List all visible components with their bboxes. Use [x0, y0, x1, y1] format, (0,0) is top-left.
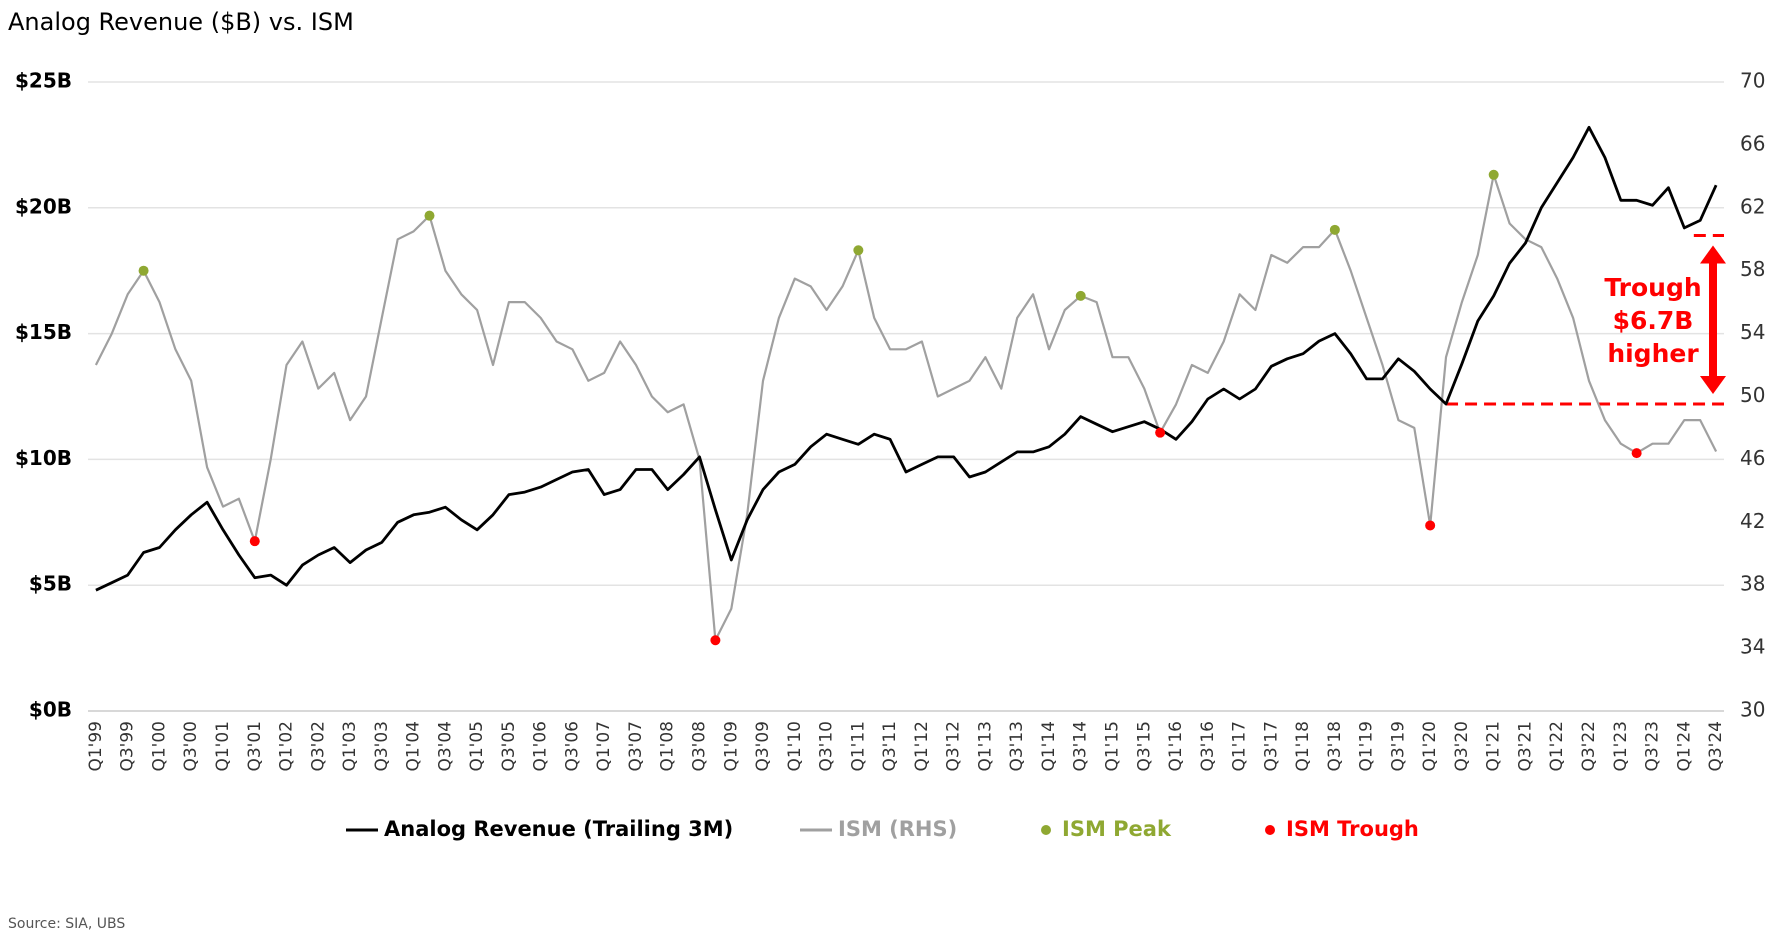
data-point	[1488, 169, 1499, 180]
annotation-text: $6.7B	[1613, 306, 1694, 335]
y2-tick-label: 50	[1740, 383, 1765, 407]
y2-tick-label: 30	[1740, 698, 1765, 722]
x-tick-label: Q3'22	[1579, 721, 1599, 772]
x-tick-label: Q1'07	[594, 721, 614, 772]
y2-tick-label: 62	[1740, 194, 1765, 218]
legend-label: ISM (RHS)	[838, 817, 957, 841]
y-tick-label: $15B	[15, 320, 72, 344]
x-tick-label: Q1'03	[340, 721, 360, 772]
x-tick-label: Q1'09	[721, 721, 741, 772]
x-tick-label: Q1'11	[848, 721, 868, 772]
x-tick-label: Q3'09	[753, 721, 773, 772]
y2-tick-label: 54	[1740, 320, 1765, 344]
y2-tick-label: 42	[1740, 509, 1765, 533]
x-tick-label: Q3'17	[1261, 721, 1281, 772]
x-tick-label: Q1'18	[1293, 721, 1313, 772]
x-tick-label: Q3'99	[118, 721, 138, 772]
x-tick-label: Q3'01	[245, 721, 265, 772]
x-tick-label: Q3'23	[1643, 721, 1663, 772]
data-point	[249, 536, 260, 547]
annotation-arrowhead	[1700, 376, 1726, 395]
x-tick-label: Q1'20	[1420, 721, 1440, 772]
data-point	[1425, 520, 1436, 531]
x-tick-label: Q3'06	[562, 721, 582, 772]
x-tick-label: Q1'23	[1611, 721, 1631, 772]
x-tick-label: Q3'13	[1007, 721, 1027, 772]
x-tick-label: Q3'19	[1388, 721, 1408, 772]
x-tick-label: Q1'21	[1484, 721, 1504, 772]
x-tick-label: Q1'99	[86, 721, 106, 772]
legend-label: Analog Revenue (Trailing 3M)	[384, 817, 733, 841]
x-tick-label: Q3'10	[817, 721, 837, 772]
x-tick-label: Q3'04	[435, 721, 455, 772]
x-tick-label: Q1'15	[1102, 721, 1122, 772]
legend-swatch	[1265, 825, 1275, 835]
y-tick-label: $25B	[15, 69, 72, 93]
x-tick-label: Q3'03	[372, 721, 392, 772]
legend-swatch	[1041, 825, 1051, 835]
x-tick-label: Q1'05	[467, 721, 487, 772]
x-tick-label: Q1'14	[1039, 721, 1059, 772]
x-tick-label: Q3'02	[308, 721, 328, 772]
y2-tick-label: 58	[1740, 257, 1765, 281]
x-tick-label: Q1'24	[1674, 721, 1694, 772]
x-tick-label: Q3'15	[1134, 721, 1154, 772]
source-note: Source: SIA, UBS	[8, 916, 125, 932]
legend-label: ISM Peak	[1062, 817, 1172, 841]
x-tick-label: Q3'20	[1452, 721, 1472, 772]
x-tick-label: Q1'01	[213, 721, 233, 772]
x-tick-label: Q1'12	[912, 721, 932, 772]
x-tick-label: Q3'11	[880, 721, 900, 772]
data-point	[1631, 448, 1642, 459]
x-tick-label: Q3'00	[181, 721, 201, 772]
data-point	[710, 635, 721, 646]
y-tick-label: $0B	[29, 698, 72, 722]
data-line	[94, 173, 1718, 642]
x-tick-label: Q3'07	[626, 721, 646, 772]
x-tick-label: Q1'06	[531, 721, 551, 772]
x-tick-label: Q1'02	[277, 721, 297, 772]
y2-tick-label: 38	[1740, 572, 1765, 596]
data-line	[95, 125, 1718, 592]
y-tick-label: $10B	[15, 446, 72, 470]
x-tick-label: Q1'10	[785, 721, 805, 772]
y-tick-label: $5B	[29, 572, 72, 596]
data-point	[1075, 290, 1086, 301]
x-tick-label: Q1'17	[1230, 721, 1250, 772]
y-tick-label: $20B	[15, 194, 72, 218]
x-tick-label: Q3'18	[1325, 721, 1345, 772]
data-point	[424, 210, 435, 221]
x-tick-label: Q1'08	[658, 721, 678, 772]
x-tick-label: Q1'22	[1547, 721, 1567, 772]
x-tick-label: Q3'16	[1198, 721, 1218, 772]
x-tick-label: Q1'16	[1166, 721, 1186, 772]
y2-tick-label: 46	[1740, 446, 1765, 470]
data-point	[138, 265, 149, 276]
x-tick-label: Q1'19	[1357, 721, 1377, 772]
x-tick-label: Q3'21	[1515, 721, 1535, 772]
y2-tick-label: 34	[1740, 635, 1765, 659]
x-tick-label: Q3'14	[1071, 721, 1091, 772]
legend-label: ISM Trough	[1286, 817, 1419, 841]
x-tick-label: Q3'24	[1706, 721, 1726, 772]
data-point	[1329, 224, 1340, 235]
x-tick-label: Q3'05	[499, 721, 519, 772]
x-tick-label: Q1'00	[149, 721, 169, 772]
x-tick-label: Q3'12	[944, 721, 964, 772]
chart-title: Analog Revenue ($B) vs. ISM	[8, 8, 354, 36]
y2-tick-label: 66	[1740, 131, 1765, 155]
x-tick-label: Q1'13	[975, 721, 995, 772]
x-tick-label: Q3'08	[690, 721, 710, 772]
annotation-text: Trough	[1604, 273, 1701, 302]
annotation-arrowhead	[1700, 245, 1726, 264]
y2-tick-label: 70	[1740, 69, 1765, 93]
data-point	[1155, 427, 1166, 438]
x-tick-label: Q1'04	[404, 721, 424, 772]
annotation-text: higher	[1607, 339, 1699, 368]
data-point	[853, 245, 864, 256]
